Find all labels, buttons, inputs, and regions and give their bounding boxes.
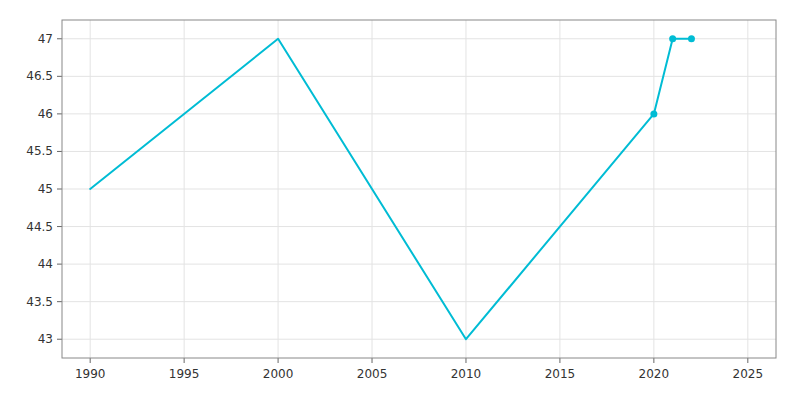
x-tick-label: 2015 — [545, 367, 576, 381]
x-tick — [653, 358, 654, 363]
y-tick — [57, 151, 62, 152]
plot-area — [62, 20, 776, 358]
y-tick-label: 47 — [38, 32, 53, 46]
x-tick-label: 2020 — [639, 367, 670, 381]
y-tick-label: 45 — [38, 182, 53, 196]
axes: 1990 1995 2000 2005 2010 2015 2020 2025 43 43.5 44… — [26, 32, 763, 381]
y-tick — [57, 339, 62, 340]
y-grid-line — [62, 151, 776, 152]
y-tick-label: 46 — [38, 107, 53, 121]
chart-svg: 1990 1995 2000 2005 2010 2015 2020 2025 43 43.5 44… — [0, 0, 800, 400]
y-tick — [57, 76, 62, 77]
x-tick — [559, 358, 560, 363]
y-grid-line — [62, 189, 776, 190]
y-tick — [57, 113, 62, 114]
x-tick — [465, 358, 466, 363]
line — [90, 39, 691, 339]
y-grid-line — [62, 76, 776, 77]
y-grid-line — [62, 226, 776, 227]
x-tick — [278, 358, 279, 363]
y-grid-line — [62, 113, 776, 114]
y-grid-line — [62, 38, 776, 39]
y-tick-label: 43 — [38, 332, 53, 346]
y-tick — [57, 189, 62, 190]
x-tick-label: 2005 — [357, 367, 388, 381]
y-tick — [57, 301, 62, 302]
y-grid-line — [62, 339, 776, 340]
y-tick — [57, 38, 62, 39]
y-grid-line — [62, 301, 776, 302]
y-tick-label: 44.5 — [26, 220, 53, 234]
y-tick-label: 44 — [38, 257, 53, 271]
plot-frame — [62, 20, 776, 358]
x-tick-label: 1990 — [75, 367, 106, 381]
y-tick-label: 43.5 — [26, 295, 53, 309]
x-tick — [90, 358, 91, 363]
y-tick — [57, 226, 62, 227]
data-layer — [90, 35, 695, 339]
grid — [62, 20, 776, 358]
x-tick-label: 1995 — [169, 367, 200, 381]
marker — [650, 110, 657, 117]
y-tick-label: 46.5 — [26, 69, 53, 83]
x-tick — [184, 358, 185, 363]
x-tick-label: 2010 — [451, 367, 482, 381]
marker — [669, 35, 676, 42]
y-tick — [57, 264, 62, 265]
y-tick-label: 45.5 — [26, 144, 53, 158]
x-tick-label: 2025 — [733, 367, 764, 381]
chart-container: 1990 1995 2000 2005 2010 2015 2020 2025 43 43.5 44… — [0, 0, 800, 400]
x-tick — [747, 358, 748, 363]
marker — [688, 35, 695, 42]
x-tick — [372, 358, 373, 363]
x-tick-label: 2000 — [263, 367, 294, 381]
